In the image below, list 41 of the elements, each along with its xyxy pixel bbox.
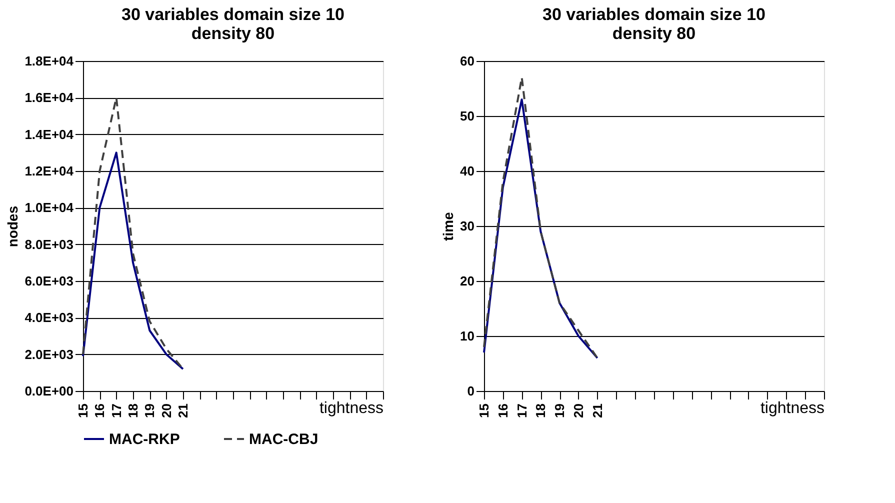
legend-label: MAC-RKP (109, 431, 180, 448)
y-tick-label: 1.4E+04 (24, 126, 74, 142)
y-tick-label: 30 (460, 218, 474, 234)
x-axis-title: tightness (319, 400, 384, 417)
y-tick-label: 50 (460, 108, 474, 124)
y-tick-label: 1.0E+04 (24, 200, 74, 216)
y-tick-label: 2.0E+03 (24, 346, 74, 362)
y-axis-title: time (440, 212, 456, 241)
y-tick-label: 0.0E+00 (24, 384, 74, 398)
y-tick-label: 1.8E+04 (24, 54, 74, 68)
x-tick-label: 20 (158, 404, 174, 418)
x-tick-label: 18 (126, 404, 140, 418)
x-tick-label: 16 (92, 404, 108, 418)
x-tick-label: 18 (533, 404, 548, 418)
x-axis-title: tightness (760, 400, 824, 417)
chart-title: 30 variables domain size 10 density 80 (542, 5, 766, 43)
y-tick-label: 20 (460, 274, 474, 288)
y-tick-label: 1.2E+04 (24, 164, 74, 178)
y-tick-label: 8.0E+03 (24, 236, 74, 252)
legend-label: MAC-CBJ (249, 431, 318, 448)
line-series (82, 96, 184, 370)
x-tick-label: 19 (552, 404, 568, 418)
x-tick-label: 17 (108, 404, 124, 418)
x-tick-label: 16 (495, 404, 510, 418)
x-tick-label: 17 (514, 404, 530, 418)
y-tick-label: 60 (460, 54, 474, 68)
x-tick-label: 20 (570, 404, 586, 418)
line-series (82, 152, 184, 370)
y-tick-label: 10 (460, 328, 474, 344)
y-tick-label: 40 (460, 164, 474, 178)
x-tick-label: 15 (76, 404, 90, 418)
x-tick-label: 15 (476, 404, 492, 418)
chart-title: 30 variables domain size 10 density 80 (121, 5, 345, 43)
y-tick-label: 6.0E+03 (24, 274, 74, 288)
y-tick-label: 4.0E+03 (24, 310, 74, 326)
y-tick-label: 1.6E+04 (24, 90, 74, 106)
x-tick-label: 21 (590, 404, 605, 418)
x-tick-label: 19 (142, 404, 158, 418)
y-tick-label: 0 (467, 384, 474, 398)
y-axis-title: nodes (4, 206, 21, 248)
x-tick-label: 21 (176, 404, 190, 418)
